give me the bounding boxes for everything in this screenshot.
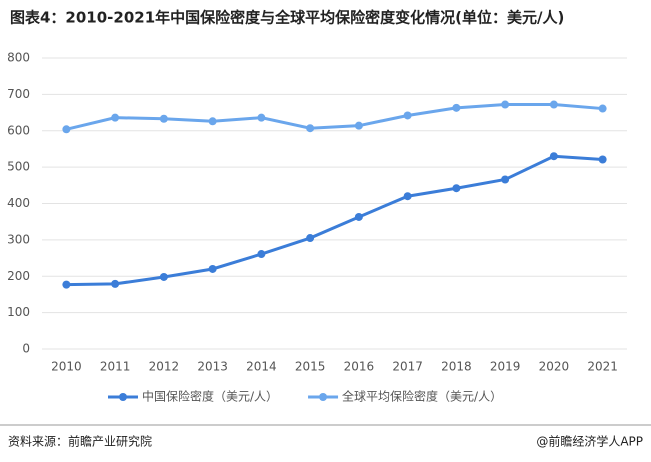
data-point <box>111 279 120 288</box>
data-point <box>159 272 168 281</box>
series-line <box>66 103 603 131</box>
data-point <box>598 104 607 113</box>
chart-title: 图表4：2010-2021年中国保险密度与全球平均保险密度变化情况(单位：美元/… <box>10 9 564 27</box>
x-tick-label: 2015 <box>295 360 326 374</box>
data-point <box>111 113 120 122</box>
data-point <box>549 100 558 109</box>
data-point <box>62 280 71 289</box>
x-tick-label: 2010 <box>51 360 82 374</box>
data-point <box>354 212 363 221</box>
data-point <box>403 111 412 120</box>
x-tick-label: 2012 <box>149 360 180 374</box>
y-tick-label: 0 <box>22 342 30 356</box>
data-point <box>452 103 461 112</box>
x-tick-label: 2014 <box>246 360 277 374</box>
legend-marker <box>119 393 127 401</box>
y-tick-label: 300 <box>7 232 30 246</box>
x-tick-label: 2019 <box>490 360 521 374</box>
data-point <box>208 264 217 273</box>
y-tick-label: 400 <box>7 196 30 210</box>
data-point <box>257 250 266 259</box>
x-tick-label: 2017 <box>392 360 423 374</box>
data-point <box>501 100 510 109</box>
data-point <box>208 117 217 126</box>
series-line <box>66 154 603 287</box>
legend-label: 中国保险密度（美元/人） <box>142 389 278 404</box>
x-tick-label: 2016 <box>344 360 375 374</box>
x-tick-label: 2013 <box>197 360 228 374</box>
data-point <box>159 114 168 123</box>
x-tick-label: 2020 <box>539 360 570 374</box>
data-point <box>501 175 510 184</box>
x-tick-label: 2018 <box>441 360 472 374</box>
data-point <box>354 121 363 130</box>
credit: @前瞻经济学人APP <box>536 434 643 449</box>
data-point <box>306 234 315 243</box>
data-point <box>257 113 266 122</box>
y-tick-label: 800 <box>7 51 30 65</box>
data-point <box>403 192 412 201</box>
legend-marker <box>319 393 328 401</box>
source: 资料来源：前瞻产业研究院 <box>8 434 152 449</box>
y-tick-label: 100 <box>7 305 30 319</box>
data-point <box>452 184 461 193</box>
y-tick-label: 700 <box>7 87 30 101</box>
y-tick-label: 500 <box>7 160 30 174</box>
x-tick-label: 2011 <box>100 360 131 374</box>
y-tick-label: 200 <box>7 269 30 283</box>
data-point <box>549 152 558 161</box>
data-point <box>306 124 315 133</box>
x-tick-label: 2021 <box>587 360 618 374</box>
y-tick-label: 600 <box>7 123 30 137</box>
data-point <box>598 155 607 164</box>
legend-label: 全球平均保险密度（美元/人） <box>342 389 502 404</box>
data-point <box>62 125 71 134</box>
